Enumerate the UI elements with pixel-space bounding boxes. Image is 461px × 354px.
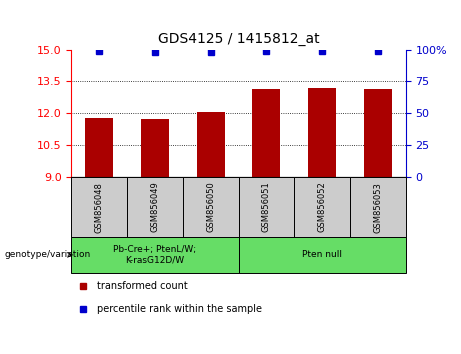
Bar bbox=[141, 119, 169, 177]
Text: GSM856053: GSM856053 bbox=[373, 182, 382, 233]
Bar bbox=[71, 177, 127, 237]
Text: Pb-Cre+; PtenL/W;
K-rasG12D/W: Pb-Cre+; PtenL/W; K-rasG12D/W bbox=[113, 245, 196, 264]
Bar bbox=[238, 177, 294, 237]
Bar bbox=[350, 177, 406, 237]
Bar bbox=[364, 89, 392, 177]
Bar bbox=[183, 177, 238, 237]
Text: GSM856049: GSM856049 bbox=[150, 182, 160, 233]
Text: GSM856048: GSM856048 bbox=[95, 182, 104, 233]
Text: GSM856050: GSM856050 bbox=[206, 182, 215, 233]
Bar bbox=[85, 118, 113, 177]
Bar bbox=[253, 89, 280, 177]
Text: percentile rank within the sample: percentile rank within the sample bbox=[97, 304, 262, 314]
Bar bbox=[238, 237, 406, 273]
Bar bbox=[71, 237, 239, 273]
Text: transformed count: transformed count bbox=[97, 281, 188, 291]
Bar bbox=[127, 177, 183, 237]
Bar bbox=[197, 112, 225, 177]
Text: GSM856052: GSM856052 bbox=[318, 182, 327, 233]
Bar bbox=[308, 88, 336, 177]
Text: GSM856051: GSM856051 bbox=[262, 182, 271, 233]
Text: Pten null: Pten null bbox=[302, 250, 342, 259]
Bar bbox=[294, 177, 350, 237]
Text: genotype/variation: genotype/variation bbox=[5, 250, 91, 259]
Title: GDS4125 / 1415812_at: GDS4125 / 1415812_at bbox=[158, 32, 319, 46]
